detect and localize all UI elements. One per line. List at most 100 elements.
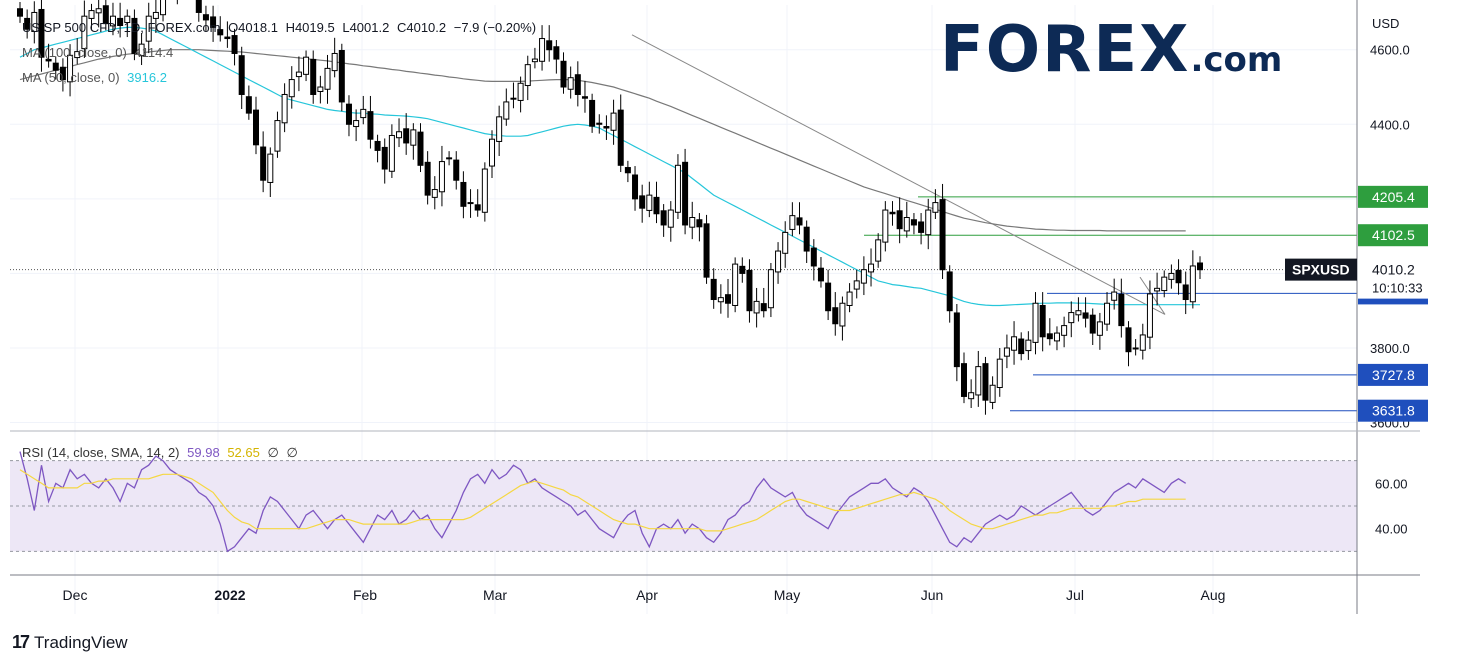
candle-body	[1046, 333, 1053, 340]
candle-body	[646, 194, 653, 211]
candle-body	[1146, 293, 1153, 338]
candle-body	[531, 58, 538, 63]
candle-body	[160, 0, 167, 16]
candle-body	[1096, 321, 1103, 336]
candle-body	[245, 96, 252, 114]
symbol-title[interactable]: US SP 500 CFD, 1D, FOREX.com	[22, 20, 221, 35]
candle-body	[331, 52, 338, 72]
rsi-extra-2: ∅	[286, 445, 298, 460]
candle-body	[775, 250, 782, 273]
candle-body	[438, 161, 445, 193]
rsi-grid	[10, 460, 1357, 552]
time-axis-label: Dec	[63, 587, 88, 603]
countdown-label: 10:10:33	[1372, 281, 1423, 296]
candle-body	[524, 64, 531, 87]
tradingview-footer[interactable]: 17 TradingView	[12, 632, 128, 653]
candle-body	[674, 164, 681, 213]
candle-body	[610, 112, 617, 131]
candle-body	[1053, 332, 1060, 342]
time-axis-label: Jun	[921, 587, 944, 603]
candle-body	[396, 131, 403, 139]
candle-body	[653, 196, 660, 215]
candle-body	[975, 366, 982, 396]
candle-body	[903, 217, 910, 232]
ma50-legend[interactable]: MA (50, close, 0) 3916.2	[22, 70, 171, 85]
candle-body	[217, 29, 224, 36]
time-axis-label: Apr	[636, 587, 658, 603]
candle-body	[446, 157, 453, 160]
candle-body	[689, 217, 696, 228]
price-tick-label: 3800.0	[1370, 341, 1410, 356]
rsi-extra-1: ∅	[267, 445, 279, 460]
ma50-label: MA (50, close, 0)	[22, 70, 120, 85]
candle-body	[832, 307, 839, 325]
rsi-tick-label: 60.00	[1375, 476, 1408, 491]
level-badge-label: 4102.5	[1372, 227, 1415, 243]
candle-body	[238, 55, 245, 95]
tradingview-name: TradingView	[34, 632, 128, 652]
candle-body	[102, 5, 109, 25]
candle-body	[481, 168, 488, 213]
level-badge-label: 4205.4	[1372, 189, 1415, 205]
candle-body	[16, 8, 24, 17]
candle-body	[732, 263, 739, 306]
candle-body	[710, 278, 717, 301]
candle-body	[1089, 314, 1096, 334]
candle-body	[324, 67, 331, 90]
ma100-legend[interactable]: MA (100, close, 0) 4114.4	[22, 45, 177, 60]
candles	[16, 0, 1204, 415]
price-tick-label: 4600.0	[1370, 43, 1410, 58]
candle-body	[474, 204, 481, 211]
candle-body	[1025, 339, 1032, 352]
candle-body	[131, 17, 138, 54]
candle-body	[510, 97, 517, 100]
candle-body	[59, 66, 66, 81]
candle-body	[281, 93, 288, 124]
ma100-line	[19, 49, 1186, 232]
candle-body	[81, 15, 88, 50]
candle-body	[145, 15, 152, 42]
candle-body	[1168, 272, 1175, 280]
candle-body	[1018, 338, 1025, 355]
candle-body	[1196, 262, 1204, 271]
main-legend: US SP 500 CFD, 1D, FOREX.com O4018.1 H40…	[22, 20, 540, 35]
candle-body	[589, 99, 596, 127]
level-badge	[1358, 224, 1428, 247]
level-lines	[10, 196, 1357, 412]
candle-body	[1011, 336, 1018, 351]
candle-body	[267, 153, 274, 183]
rsi-legend[interactable]: RSI (14, close, SMA, 14, 2) 59.98 52.65 …	[22, 445, 302, 461]
candle-body	[596, 122, 603, 125]
price-axis: USD4600.04400.04200.04000.03800.03600.06…	[1285, 16, 1438, 537]
candle-body	[274, 120, 281, 152]
ma50-value: 3916.2	[127, 70, 167, 85]
brand-name: FOREX	[940, 13, 1191, 87]
candle-body	[1039, 304, 1046, 338]
candle-body	[796, 217, 803, 226]
candle-body	[817, 267, 824, 282]
ohlc-close: C4010.2	[396, 20, 447, 35]
candle-body	[946, 271, 953, 312]
candle-body	[1139, 334, 1146, 351]
forex-logo: FOREX.com	[940, 18, 1282, 82]
candle-body	[839, 302, 846, 327]
candle-body	[517, 82, 524, 101]
rsi-line	[19, 451, 1187, 553]
candle-body	[496, 116, 503, 142]
time-axis-label: 2022	[214, 587, 245, 603]
candle-body	[345, 103, 352, 125]
candle-body	[703, 223, 710, 278]
time-axis-label: Feb	[353, 587, 377, 603]
ohlc-low: L4001.2	[342, 20, 390, 35]
candle-body	[868, 263, 875, 273]
candle-body	[317, 86, 324, 92]
candle-body	[882, 209, 889, 243]
candle-body	[1118, 293, 1125, 327]
candle-body	[739, 265, 746, 274]
candle-body	[67, 54, 74, 83]
candle-body	[667, 209, 674, 228]
candle-body	[303, 56, 310, 75]
ma100-label: MA (100, close, 0)	[22, 45, 127, 60]
candle-body	[95, 8, 102, 14]
